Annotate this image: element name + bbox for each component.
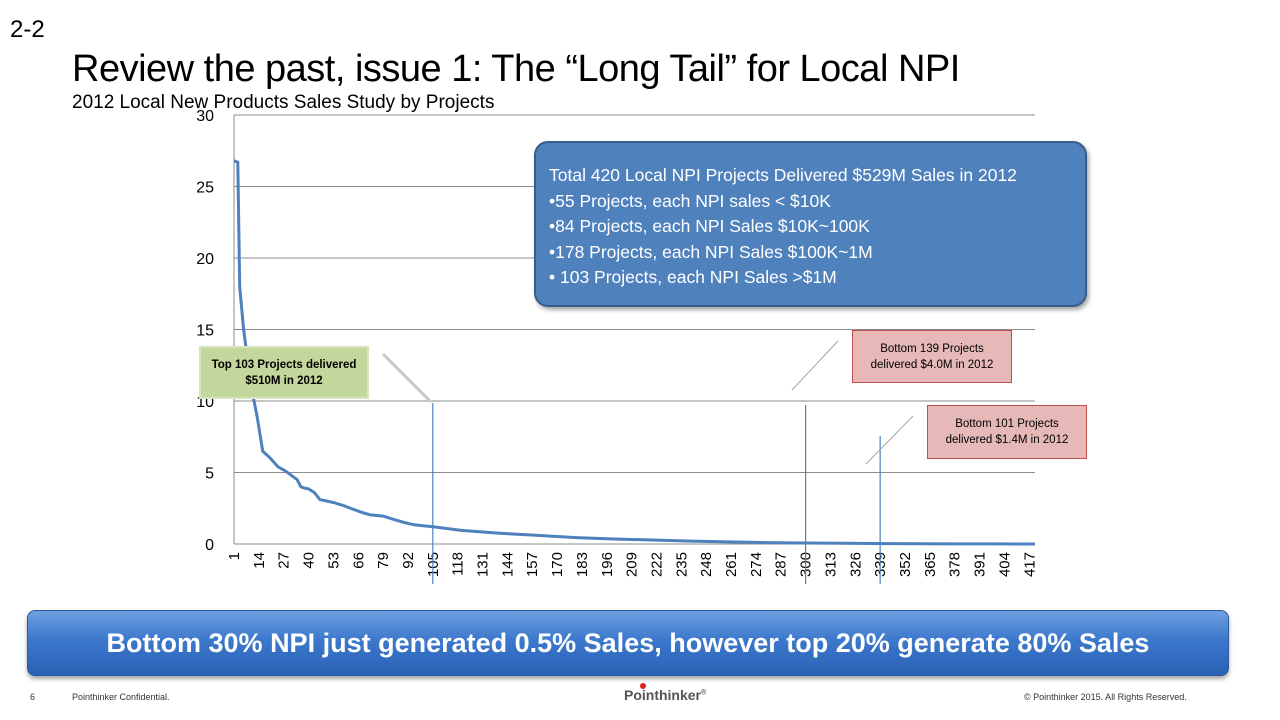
x-tick-label: 1 — [226, 552, 243, 560]
logo-dot-icon — [640, 683, 646, 689]
x-tick-label: 261 — [723, 552, 740, 577]
bottom-139-callout: Bottom 139 Projects delivered $4.0M in 2… — [852, 330, 1012, 383]
footer-logo: Pointhinker® — [624, 687, 706, 703]
callout-line: Top 103 Projects delivered — [211, 358, 357, 371]
chart-markers — [432, 403, 881, 584]
x-tick-label: 144 — [499, 552, 516, 577]
x-tick-label: 157 — [524, 552, 541, 577]
y-tick-label: 20 — [196, 251, 214, 268]
callout-line: delivered $4.0M in 2012 — [870, 358, 994, 371]
x-tick-label: 352 — [897, 552, 914, 577]
summary-line: •84 Projects, each NPI Sales $10K~100K — [549, 216, 870, 236]
x-tick-label: 92 — [400, 552, 417, 569]
x-tick-label: 222 — [648, 552, 665, 577]
conclusion-banner: Bottom 30% NPI just generated 0.5% Sales… — [27, 610, 1229, 676]
logo-registered-mark: ® — [701, 689, 707, 697]
summary-line: •178 Projects, each NPI Sales $100K~1M — [549, 241, 873, 262]
leader-line — [791, 340, 839, 391]
page-title: Review the past, issue 1: The “Long Tail… — [72, 48, 960, 90]
y-tick-label: 30 — [196, 108, 214, 125]
page-subtitle: 2012 Local New Products Sales Study by P… — [72, 92, 495, 113]
x-tick-label: 118 — [450, 552, 467, 576]
y-tick-label: 5 — [205, 466, 214, 483]
footer-copyright: © Pointhinker 2015. All Rights Reserved. — [1024, 692, 1187, 702]
callout-line: Bottom 101 Projects — [955, 418, 1059, 430]
x-tick-label: 79 — [375, 552, 392, 569]
x-tick-label: 404 — [996, 552, 1013, 577]
callout-line: Bottom 139 Projects — [880, 342, 984, 355]
summary-line: •55 Projects, each NPI sales < $10K — [549, 190, 831, 211]
y-tick-label: 25 — [196, 180, 214, 197]
chart-series — [233, 159, 1036, 546]
slide-number: 2-2 — [10, 16, 45, 43]
x-tick-label: 287 — [773, 552, 790, 577]
summary-callout: Total 420 Local NPI Projects Delivered $… — [534, 141, 1087, 307]
top-projects-callout: Top 103 Projects delivered $510M in 2012 — [199, 346, 369, 399]
x-tick-label: 40 — [301, 552, 318, 569]
leader-line — [381, 352, 433, 404]
footer-confidential: Pointhinker Confidential. — [72, 692, 170, 702]
x-tick-label: 391 — [972, 552, 989, 577]
callout-line: $510M in 2012 — [245, 374, 323, 387]
y-tick-label: 15 — [196, 323, 214, 340]
summary-line: Total 420 Local NPI Projects Delivered $… — [549, 165, 1017, 185]
x-tick-label: 248 — [698, 552, 715, 577]
x-tick-label: 170 — [549, 552, 566, 577]
footer-page-number: 6 — [30, 692, 36, 702]
logo-text: Pointhinker — [624, 687, 702, 703]
x-tick-label: 209 — [624, 552, 641, 577]
x-tick-label: 131 — [475, 552, 492, 577]
x-tick-label: 27 — [276, 552, 293, 569]
x-tick-label: 417 — [1021, 552, 1038, 577]
x-tick-label: 378 — [947, 552, 964, 577]
series-line — [233, 159, 1036, 546]
bottom-101-callout: Bottom 101 Projects delivered $1.4M in 2… — [927, 405, 1087, 459]
callout-line: delivered $1.4M in 2012 — [945, 434, 1069, 446]
leader-line — [865, 415, 914, 465]
x-tick-label: 183 — [574, 552, 591, 577]
x-tick-label: 313 — [822, 552, 839, 577]
x-tick-label: 14 — [251, 552, 268, 569]
x-tick-label: 365 — [922, 552, 939, 577]
x-tick-label: 53 — [325, 552, 342, 569]
x-tick-label: 274 — [748, 552, 765, 577]
x-tick-label: 66 — [350, 552, 367, 569]
y-tick-label: 0 — [205, 537, 214, 554]
x-tick-label: 235 — [673, 552, 690, 577]
x-tick-label: 196 — [599, 552, 616, 577]
x-tick-label: 326 — [847, 552, 864, 577]
summary-line: • 103 Projects, each NPI Sales >$1M — [549, 267, 837, 287]
callout-leaders — [381, 340, 914, 465]
